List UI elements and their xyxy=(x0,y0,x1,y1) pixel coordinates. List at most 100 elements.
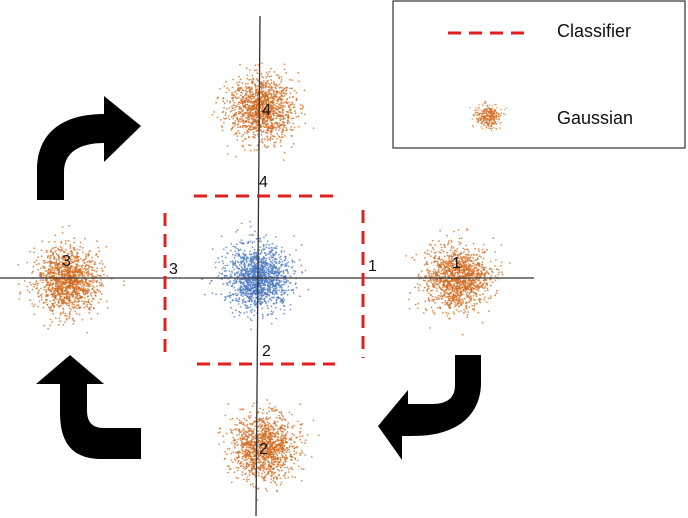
scatter-point xyxy=(245,446,248,449)
scatter-point xyxy=(488,310,490,313)
scatter-point xyxy=(289,275,291,277)
scatter-point xyxy=(266,264,269,267)
scatter-point xyxy=(247,434,250,436)
scatter-point xyxy=(273,460,275,463)
scatter-point xyxy=(453,297,455,299)
scatter-point xyxy=(286,424,289,426)
scatter-point xyxy=(91,288,94,291)
scatter-point xyxy=(247,264,250,267)
scatter-point xyxy=(245,292,248,295)
scatter-point xyxy=(457,279,459,282)
scatter-point xyxy=(253,450,256,452)
scatter-point xyxy=(421,270,423,273)
scatter-point xyxy=(432,273,434,275)
scatter-point xyxy=(253,428,256,431)
scatter-point xyxy=(268,278,271,281)
scatter-point xyxy=(475,273,477,275)
scatter-point xyxy=(425,290,428,293)
scatter-point xyxy=(290,289,293,291)
scatter-point xyxy=(252,278,255,281)
scatter-point xyxy=(270,481,272,484)
scatter-point xyxy=(454,291,457,294)
scatter-point xyxy=(223,299,226,302)
scatter-point xyxy=(271,259,274,261)
scatter-point xyxy=(436,264,438,267)
scatter-point xyxy=(463,267,465,270)
scatter-point xyxy=(247,426,249,429)
scatter-point xyxy=(447,312,450,315)
scatter-point xyxy=(234,443,236,445)
scatter-point xyxy=(276,446,278,449)
scatter-point xyxy=(230,452,233,455)
scatter-point xyxy=(253,300,256,303)
scatter-point xyxy=(61,291,64,293)
scatter-point xyxy=(89,308,91,311)
scatter-point xyxy=(489,295,492,297)
scatter-point xyxy=(445,270,447,272)
scatter-point xyxy=(445,296,448,299)
scatter-point xyxy=(238,314,241,317)
scatter-point xyxy=(243,261,245,263)
scatter-point xyxy=(243,466,246,469)
scatter-point xyxy=(408,298,410,301)
scatter-point xyxy=(71,301,73,304)
scatter-point xyxy=(230,459,233,461)
scatter-point xyxy=(77,290,80,292)
scatter-point xyxy=(224,450,227,453)
scatter-point xyxy=(264,292,266,295)
scatter-point xyxy=(248,473,251,476)
scatter-point xyxy=(281,456,284,459)
scatter-point xyxy=(248,297,250,300)
scatter-point xyxy=(424,251,426,254)
scatter-point xyxy=(268,468,270,470)
scatter-point xyxy=(282,269,285,272)
scatter-point xyxy=(250,328,252,331)
scatter-point xyxy=(278,452,281,455)
scatter-point xyxy=(235,427,238,430)
scatter-point xyxy=(306,434,309,436)
scatter-point xyxy=(287,422,290,424)
scatter-point xyxy=(467,256,469,259)
scatter-point xyxy=(254,230,256,233)
scatter-point xyxy=(449,261,451,264)
scatter-point xyxy=(269,280,272,283)
scatter-point xyxy=(462,288,464,291)
scatter-point xyxy=(281,298,283,301)
scatter-point xyxy=(271,443,274,446)
scatter-point xyxy=(233,262,235,264)
scatter-point xyxy=(269,451,271,454)
scatter-point xyxy=(255,262,258,265)
scatter-point xyxy=(283,275,286,278)
scatter-point xyxy=(426,249,429,252)
scatter-point xyxy=(239,436,242,439)
scatter-point xyxy=(41,281,44,284)
scatter-point xyxy=(441,312,444,314)
scatter-point xyxy=(248,416,251,419)
scatter-point xyxy=(226,282,228,285)
scatter-point xyxy=(276,409,278,411)
scatter-point xyxy=(275,317,278,320)
scatter-point xyxy=(425,275,428,277)
scatter-point xyxy=(276,283,279,286)
scatter-point xyxy=(219,427,221,430)
scatter-point xyxy=(262,256,265,259)
scatter-point xyxy=(499,265,502,267)
scatter-point xyxy=(494,275,497,277)
scatter-point xyxy=(268,430,270,433)
scatter-point xyxy=(472,265,475,267)
scatter-point xyxy=(449,317,451,320)
scatter-point xyxy=(264,428,267,430)
scatter-point xyxy=(223,458,226,460)
scatter-point xyxy=(476,284,479,286)
scatter-point xyxy=(258,474,260,477)
scatter-point xyxy=(427,297,430,299)
scatter-point xyxy=(43,286,45,289)
scatter-point xyxy=(235,271,238,274)
scatter-point xyxy=(265,416,268,419)
scatter-point xyxy=(265,468,268,471)
scatter-point xyxy=(464,261,467,263)
scatter-point xyxy=(473,307,475,310)
scatter-point xyxy=(51,266,53,268)
scatter-point xyxy=(301,435,304,437)
scatter-point xyxy=(267,425,270,427)
